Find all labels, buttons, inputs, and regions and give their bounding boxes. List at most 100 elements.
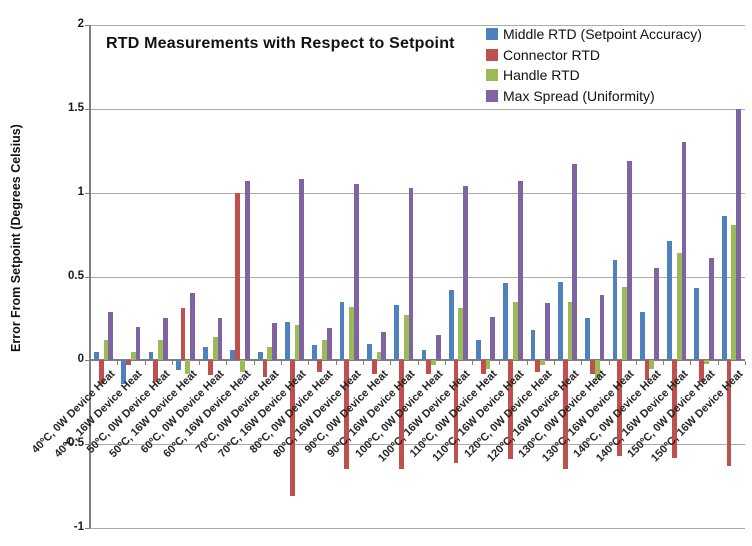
- bar-handle-rtd: [321, 340, 327, 361]
- bar-middle-rtd-setpoint-accuracy: [448, 289, 454, 361]
- bar-middle-rtd-setpoint-accuracy: [312, 345, 318, 361]
- legend-item: Handle RTD: [486, 65, 702, 86]
- bar-connector-rtd: [235, 192, 241, 361]
- x-axis-tick: [663, 361, 665, 366]
- bar-connector-rtd: [153, 360, 159, 383]
- x-axis-tick: [499, 361, 501, 366]
- bar-max-spread-uniformity: [326, 328, 332, 361]
- bar-middle-rtd-setpoint-accuracy: [694, 288, 700, 361]
- bar-connector-rtd: [726, 360, 732, 466]
- legend-item: Connector RTD: [486, 45, 702, 66]
- bar-middle-rtd-setpoint-accuracy: [557, 281, 563, 361]
- bar-max-spread-uniformity: [135, 326, 141, 361]
- bar-connector-rtd: [317, 360, 322, 373]
- y-axis-tick-label: 1: [77, 185, 84, 198]
- bar-connector-rtd: [289, 360, 295, 497]
- bar-middle-rtd-setpoint-accuracy: [667, 241, 672, 361]
- bar-connector-rtd: [426, 360, 432, 374]
- y-axis-tick-label: 2: [77, 18, 84, 30]
- legend: Middle RTD (Setpoint Accuracy) Connector …: [486, 24, 702, 106]
- bar-middle-rtd-setpoint-accuracy: [366, 343, 372, 361]
- bar-max-spread-uniformity: [599, 294, 605, 361]
- y-axis-tick-label: 0: [77, 353, 84, 366]
- x-axis-tick: [117, 361, 119, 366]
- legend-label: Connector RTD: [503, 46, 601, 63]
- x-axis-tick: [745, 361, 746, 366]
- x-axis-tick: [90, 361, 91, 366]
- x-axis-tick: [690, 361, 692, 366]
- bar-middle-rtd-setpoint-accuracy: [421, 350, 427, 361]
- bar-handle-rtd: [103, 340, 109, 361]
- bar-connector-rtd: [644, 360, 650, 381]
- bar-max-spread-uniformity: [244, 180, 250, 361]
- bar-handle-rtd: [431, 360, 436, 366]
- bar-middle-rtd-setpoint-accuracy: [230, 350, 236, 361]
- bar-middle-rtd-setpoint-accuracy: [394, 305, 399, 361]
- legend-item: Max Spread (Uniformity): [486, 86, 702, 107]
- x-axis-tick: [199, 361, 201, 366]
- bar-middle-rtd-setpoint-accuracy: [203, 346, 208, 361]
- bar-max-spread-uniformity: [190, 293, 196, 361]
- plot-area: [90, 25, 745, 529]
- legend-swatch-icon: [486, 90, 498, 103]
- y-axis-tick: [85, 108, 90, 110]
- bar-middle-rtd-setpoint-accuracy: [339, 301, 345, 361]
- bar-handle-rtd: [731, 224, 737, 361]
- bar-middle-rtd-setpoint-accuracy: [257, 351, 263, 361]
- gridline: [90, 276, 745, 278]
- bar-middle-rtd-setpoint-accuracy: [148, 351, 154, 361]
- x-axis-tick: [472, 361, 474, 366]
- legend-label: Max Spread (Uniformity): [503, 88, 655, 105]
- bar-max-spread-uniformity: [490, 316, 496, 361]
- bar-handle-rtd: [622, 286, 627, 361]
- bar-connector-rtd: [590, 360, 595, 374]
- x-axis-tick: [171, 361, 173, 366]
- bar-connector-rtd: [671, 360, 677, 458]
- x-axis-tick: [717, 361, 719, 366]
- bar-max-spread-uniformity: [272, 323, 277, 361]
- bar-handle-rtd: [240, 360, 245, 373]
- x-axis-tick: [444, 361, 446, 366]
- legend-label: Handle RTD: [503, 67, 580, 84]
- x-axis-tick: [281, 361, 283, 366]
- bar-max-spread-uniformity: [354, 184, 359, 361]
- bar-handle-rtd: [185, 360, 191, 374]
- bar-middle-rtd-setpoint-accuracy: [530, 330, 536, 361]
- y-axis-tick-label: -1: [73, 521, 84, 533]
- bar-handle-rtd: [485, 360, 491, 369]
- bar-handle-rtd: [158, 340, 163, 361]
- bar-handle-rtd: [403, 315, 409, 361]
- bar-max-spread-uniformity: [626, 160, 632, 361]
- bar-max-spread-uniformity: [299, 179, 305, 361]
- x-axis-zero-line: [90, 359, 745, 362]
- bar-handle-rtd: [267, 346, 273, 361]
- y-axis-tick-label: 0.5: [68, 269, 84, 282]
- bar-connector-rtd: [699, 360, 704, 383]
- bar-middle-rtd-setpoint-accuracy: [175, 360, 181, 371]
- y-axis-tick-label: -0.5: [64, 437, 84, 450]
- x-axis-tick: [144, 361, 146, 366]
- bar-handle-rtd: [130, 351, 136, 361]
- bar-handle-rtd: [294, 325, 300, 361]
- gridline: [90, 25, 745, 26]
- bar-max-spread-uniformity: [381, 331, 387, 361]
- bar-handle-rtd: [212, 336, 218, 361]
- bar-connector-rtd: [480, 360, 486, 374]
- bar-middle-rtd-setpoint-accuracy: [94, 351, 99, 361]
- y-axis-tick: [85, 25, 90, 26]
- bar-max-spread-uniformity: [545, 303, 550, 361]
- bar-max-spread-uniformity: [463, 185, 468, 361]
- x-axis-tick: [581, 361, 583, 366]
- gridline: [90, 192, 745, 194]
- x-axis-tick: [226, 361, 228, 366]
- bar-connector-rtd: [453, 360, 459, 463]
- bar-handle-rtd: [458, 308, 464, 361]
- x-axis-tick: [253, 361, 255, 366]
- x-axis-tick: [526, 361, 528, 366]
- bar-connector-rtd: [371, 360, 377, 374]
- bar-max-spread-uniformity: [681, 142, 687, 361]
- bar-handle-rtd: [567, 301, 573, 361]
- x-axis-tick: [553, 361, 555, 366]
- bar-connector-rtd: [535, 360, 541, 373]
